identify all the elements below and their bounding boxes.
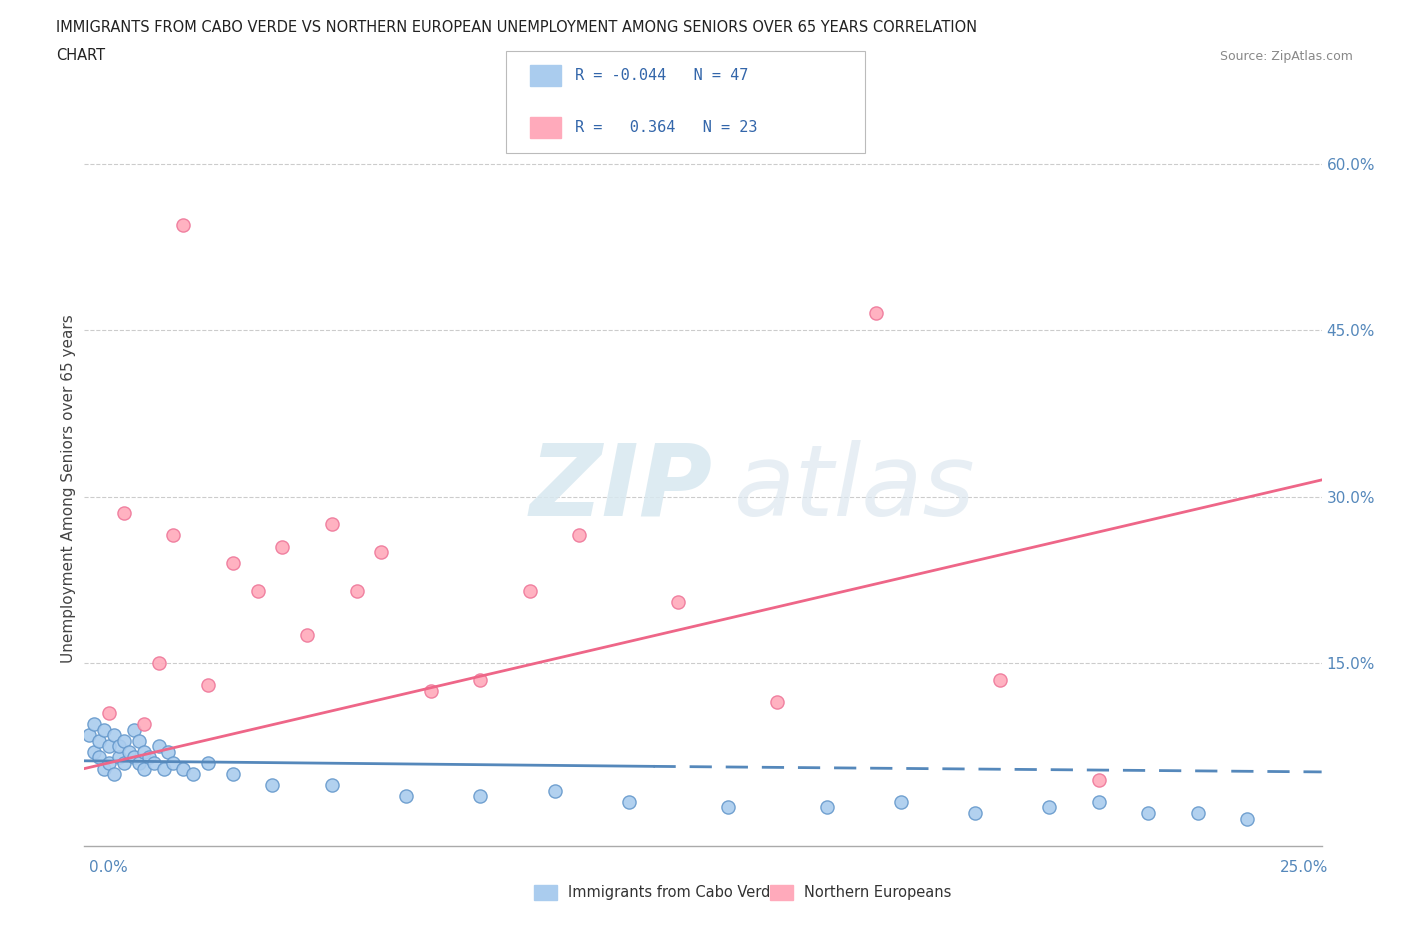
Point xyxy=(965,805,987,820)
Point xyxy=(128,734,150,749)
Point xyxy=(222,556,245,571)
Point xyxy=(122,750,145,764)
Point xyxy=(148,739,170,754)
Point xyxy=(766,695,789,710)
Point xyxy=(1137,805,1160,820)
Point xyxy=(122,723,145,737)
Point xyxy=(1187,805,1209,820)
Point xyxy=(132,717,155,732)
Point xyxy=(1038,800,1060,815)
Point xyxy=(93,723,115,737)
Text: 0.0%: 0.0% xyxy=(89,860,128,875)
Point xyxy=(470,789,492,804)
Point xyxy=(295,628,318,643)
Point xyxy=(890,794,912,809)
Point xyxy=(370,545,392,560)
Point xyxy=(246,583,269,598)
Text: Source: ZipAtlas.com: Source: ZipAtlas.com xyxy=(1219,50,1353,63)
Text: 25.0%: 25.0% xyxy=(1281,860,1329,875)
Text: Immigrants from Cabo Verde: Immigrants from Cabo Verde xyxy=(568,885,779,900)
Point xyxy=(98,755,121,770)
Point xyxy=(519,583,541,598)
Point xyxy=(112,755,135,770)
Point xyxy=(98,706,121,721)
Point xyxy=(162,755,184,770)
Point xyxy=(79,728,101,743)
Point xyxy=(988,672,1011,687)
Text: atlas: atlas xyxy=(734,440,976,537)
Point xyxy=(470,672,492,687)
Point xyxy=(617,794,640,809)
Point xyxy=(321,777,343,792)
Point xyxy=(132,761,155,776)
Point xyxy=(1236,811,1258,826)
Point xyxy=(148,656,170,671)
Point xyxy=(162,528,184,543)
Point xyxy=(346,583,368,598)
Point xyxy=(157,745,180,760)
Point xyxy=(172,761,194,776)
Point xyxy=(172,217,194,232)
Point xyxy=(118,745,141,760)
Point xyxy=(419,684,441,698)
Point xyxy=(1088,794,1111,809)
Point xyxy=(1088,772,1111,787)
Point xyxy=(262,777,284,792)
Text: Northern Europeans: Northern Europeans xyxy=(804,885,952,900)
Point xyxy=(103,728,125,743)
Point xyxy=(152,761,174,776)
Point xyxy=(271,539,294,554)
Point xyxy=(865,306,887,321)
Text: ZIP: ZIP xyxy=(530,440,713,537)
Y-axis label: Unemployment Among Seniors over 65 years: Unemployment Among Seniors over 65 years xyxy=(60,314,76,663)
Point xyxy=(83,745,105,760)
Text: R =   0.364   N = 23: R = 0.364 N = 23 xyxy=(575,120,758,135)
Point xyxy=(395,789,418,804)
Point xyxy=(568,528,591,543)
Point xyxy=(138,750,160,764)
Point xyxy=(666,594,689,609)
Point xyxy=(112,506,135,521)
Point xyxy=(128,755,150,770)
Text: R = -0.044   N = 47: R = -0.044 N = 47 xyxy=(575,68,748,83)
Point xyxy=(321,517,343,532)
Point xyxy=(89,750,111,764)
Point xyxy=(197,678,219,693)
Point xyxy=(222,766,245,781)
Point xyxy=(543,783,565,798)
Point xyxy=(717,800,740,815)
Point xyxy=(98,739,121,754)
Point xyxy=(93,761,115,776)
Point xyxy=(83,717,105,732)
Point xyxy=(108,739,131,754)
Point xyxy=(132,745,155,760)
Point xyxy=(112,734,135,749)
Point xyxy=(181,766,204,781)
Point xyxy=(108,750,131,764)
Point xyxy=(197,755,219,770)
Point xyxy=(103,766,125,781)
Point xyxy=(89,734,111,749)
Text: IMMIGRANTS FROM CABO VERDE VS NORTHERN EUROPEAN UNEMPLOYMENT AMONG SENIORS OVER : IMMIGRANTS FROM CABO VERDE VS NORTHERN E… xyxy=(56,20,977,35)
Point xyxy=(815,800,838,815)
Point xyxy=(142,755,165,770)
Text: CHART: CHART xyxy=(56,48,105,63)
